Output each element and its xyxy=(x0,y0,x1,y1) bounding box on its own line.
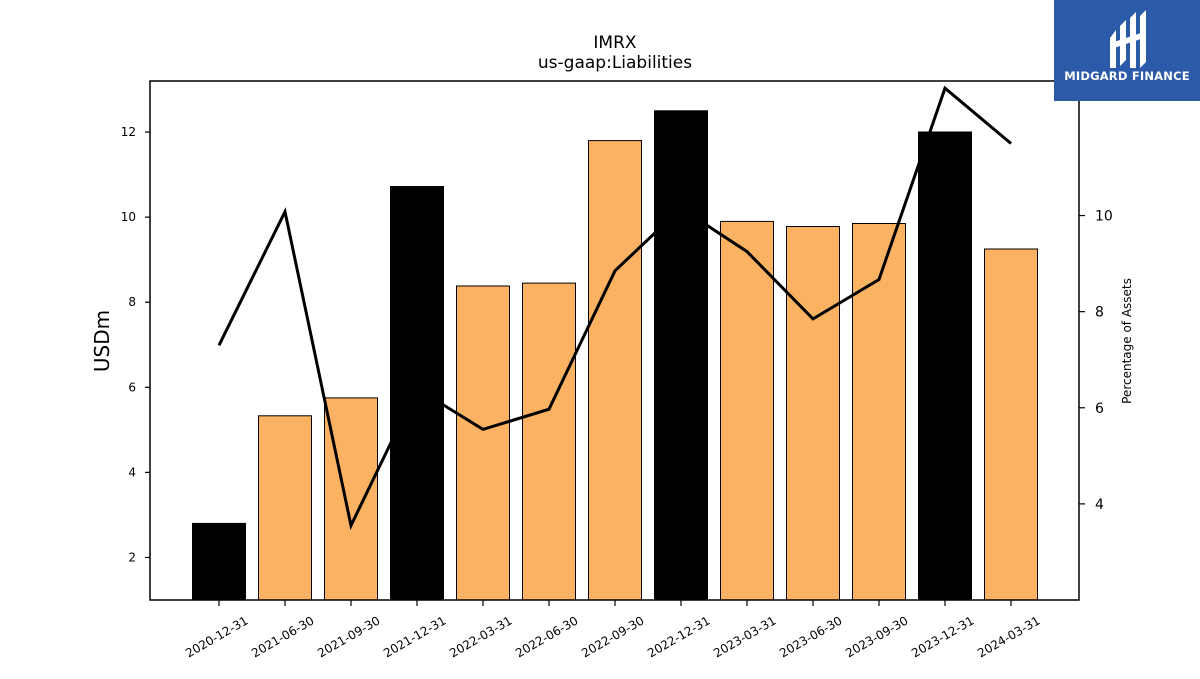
chart-subtitle: us-gaap:Liabilities xyxy=(538,53,692,73)
x-tick-label: 2022-06-30 xyxy=(513,613,580,660)
x-tick-label: 2022-12-31 xyxy=(645,613,712,660)
y-tick-label: 10 xyxy=(121,210,136,224)
y-axis-label: USDm xyxy=(90,310,114,372)
bar-2021-09-30 xyxy=(325,398,378,600)
y2-tick-label: 8 xyxy=(1095,305,1104,321)
bar-2023-06-30 xyxy=(787,227,840,601)
y2-tick-label: 10 xyxy=(1095,209,1113,225)
bar-2023-12-31 xyxy=(919,132,972,600)
bar-2022-06-30 xyxy=(523,283,576,600)
y2-tick-label: 6 xyxy=(1095,401,1104,417)
bar-2023-03-31 xyxy=(721,221,774,600)
x-tick-label: 2023-09-30 xyxy=(843,613,910,660)
x-tick-label: 2023-12-31 xyxy=(909,613,976,660)
y2-axis-label: Percentage of Assets xyxy=(1120,278,1134,404)
y-tick-label: 12 xyxy=(121,125,136,139)
x-tick-label: 2023-06-30 xyxy=(777,613,844,660)
y-tick-label: 8 xyxy=(128,295,136,309)
y-tick-label: 2 xyxy=(128,550,136,564)
midgard-logo-mark-icon xyxy=(1054,0,1200,70)
y2-tick-label: 4 xyxy=(1095,497,1104,513)
x-tick-label: 2021-06-30 xyxy=(249,613,316,660)
midgard-finance-logo: MIDGARD FINANCE xyxy=(1054,0,1200,101)
bar-2024-03-31 xyxy=(985,249,1038,600)
bar-2022-12-31 xyxy=(655,111,708,600)
bar-2022-03-31 xyxy=(457,286,510,600)
y-tick-label: 4 xyxy=(128,465,136,479)
x-tick-label: 2022-09-30 xyxy=(579,613,646,660)
y-tick-label: 6 xyxy=(128,380,136,394)
x-tick-label: 2022-03-31 xyxy=(447,613,514,660)
logo-name: MIDGARD FINANCE xyxy=(1054,69,1200,83)
bar-2020-12-31 xyxy=(193,523,246,600)
bar-2022-09-30 xyxy=(589,141,642,600)
x-tick-label: 2023-03-31 xyxy=(711,613,778,660)
chart-title: IMRX xyxy=(593,33,636,53)
x-tick-label: 2021-12-31 xyxy=(381,613,448,660)
bar-2021-12-31 xyxy=(391,187,444,601)
x-tick-label: 2021-09-30 xyxy=(315,613,382,660)
bar-2021-06-30 xyxy=(259,416,312,600)
x-tick-label: 2020-12-31 xyxy=(183,613,250,660)
x-tick-label: 2024-03-31 xyxy=(975,613,1042,660)
